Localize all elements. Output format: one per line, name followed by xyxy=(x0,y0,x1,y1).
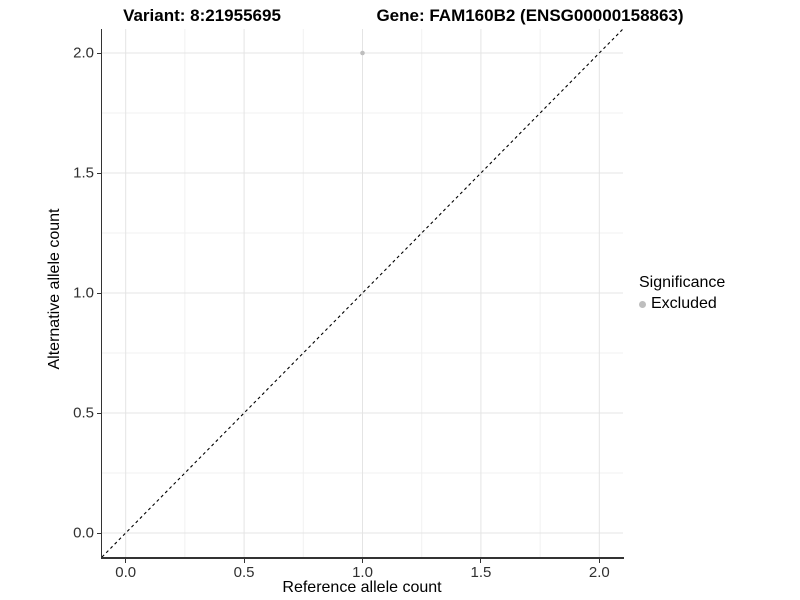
x-axis-title: Reference allele count xyxy=(282,579,442,596)
legend: Significance Excluded xyxy=(639,274,725,313)
x-tick-label: 0.0 xyxy=(115,564,137,581)
x-tick-mark xyxy=(480,558,482,563)
x-tick-label: 0.5 xyxy=(233,564,255,581)
legend-title: Significance xyxy=(639,274,726,291)
y-tick-label: 0.0 xyxy=(73,524,94,542)
x-tick-mark xyxy=(362,558,363,563)
legend-entry-label: Excluded xyxy=(651,295,717,312)
plot-canvas xyxy=(102,29,623,557)
x-tick-label: 2.0 xyxy=(588,564,610,581)
y-tick-mark xyxy=(97,52,101,54)
y-tick-mark xyxy=(97,172,101,174)
y-tick-label: 1.5 xyxy=(73,164,94,182)
y-tick-label: 1.0 xyxy=(73,284,94,302)
x-tick-mark xyxy=(243,558,245,563)
y-axis-line xyxy=(100,29,102,559)
x-axis-line xyxy=(100,557,624,559)
variant-title: Variant: 8:21955695 xyxy=(123,6,281,25)
y-tick-mark xyxy=(97,532,101,534)
y-axis-title: Alternative allele count xyxy=(46,208,63,370)
x-tick-label: 1.0 xyxy=(352,564,373,581)
x-tick-mark xyxy=(598,558,600,563)
identity-line xyxy=(102,29,623,557)
x-tick-mark xyxy=(125,558,127,563)
legend-entry-excluded: Excluded xyxy=(639,295,725,313)
plot-panel xyxy=(102,29,623,557)
y-tick-label: 0.5 xyxy=(73,404,94,422)
y-tick-mark xyxy=(97,292,101,294)
data-point xyxy=(360,50,365,56)
gene-title: Gene: FAM160B2 (ENSG00000158863) xyxy=(376,6,684,25)
y-tick-label: 2.0 xyxy=(73,44,94,62)
y-tick-mark xyxy=(97,412,101,414)
x-tick-label: 1.5 xyxy=(470,564,492,581)
excluded-dot-icon xyxy=(639,300,646,308)
